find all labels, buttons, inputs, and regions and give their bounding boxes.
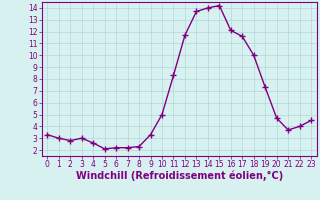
X-axis label: Windchill (Refroidissement éolien,°C): Windchill (Refroidissement éolien,°C)	[76, 171, 283, 181]
